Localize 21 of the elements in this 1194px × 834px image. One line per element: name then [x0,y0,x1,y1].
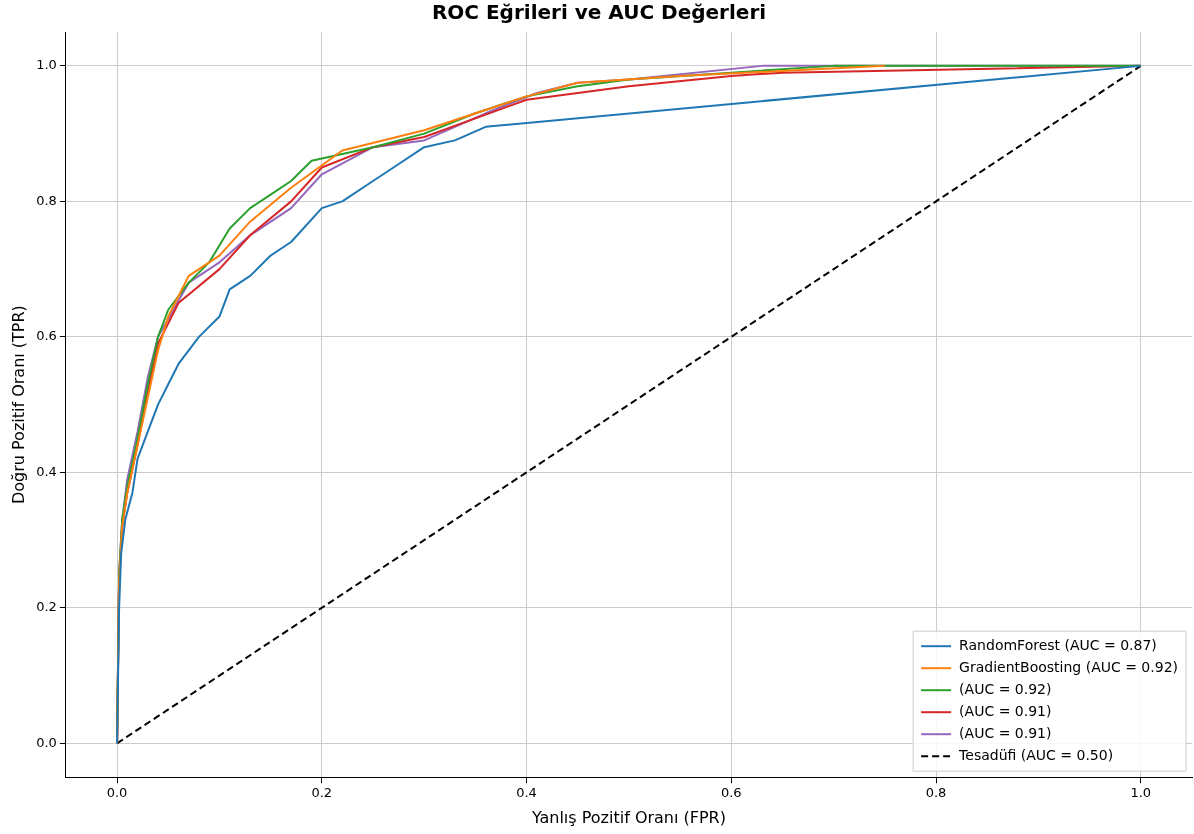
x-tick-label: 0.4 [516,785,537,801]
y-tick-label: 0.6 [36,328,57,344]
legend-label: Tesadüfi (AUC = 0.50) [958,746,1114,763]
y-tick-label: 1.0 [36,57,57,73]
y-tick-label: 0.2 [36,599,57,615]
legend-label: (AUC = 0.91) [959,702,1052,719]
x-tick-label: 0.0 [106,785,128,801]
legend-label: RandomForest (AUC = 0.87) [959,636,1157,653]
x-axis-title: Yanlış Pozitif Oranı (FPR) [530,807,726,827]
legend-label: GradientBoosting (AUC = 0.92) [959,658,1179,675]
y-tick-label: 0.8 [36,192,57,208]
chart-title: ROC Eğrileri ve AUC Değerleri [431,0,767,25]
y-tick-label: 0.4 [36,463,57,479]
x-tick-label: 0.6 [720,785,742,801]
x-tick-label: 0.2 [311,785,333,801]
y-tick-label: 0.0 [36,734,57,750]
x-tick-label: 0.8 [925,785,947,801]
legend-label: (AUC = 0.91) [959,724,1052,741]
x-tick-label: 1.0 [1130,785,1152,801]
legend-label: (AUC = 0.92) [959,680,1052,697]
y-axis-title: Doğru Pozitif Oranı (TPR) [8,305,28,505]
